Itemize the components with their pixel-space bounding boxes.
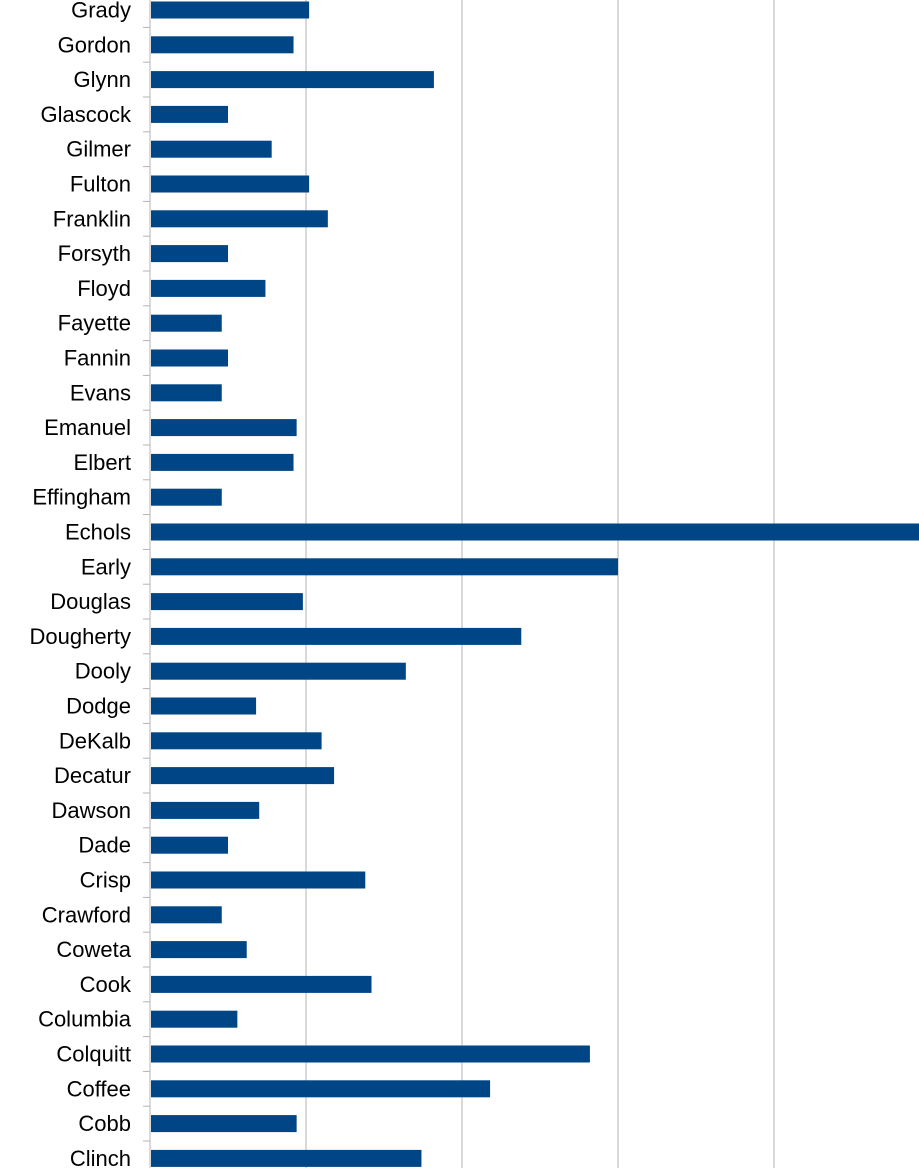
bar-elbert xyxy=(151,453,294,471)
bar-fannin xyxy=(151,349,228,367)
category-label-cobb: Cobb xyxy=(78,1111,131,1136)
category-label-elbert: Elbert xyxy=(74,450,131,475)
category-label-forsyth: Forsyth xyxy=(58,241,131,266)
bar-decatur xyxy=(151,767,335,785)
bar-crisp xyxy=(151,871,366,889)
category-labels: Grady Gordon Glynn Glascock Gilmer Fulton Fran… xyxy=(29,0,132,1168)
category-label-dodge: Dodge xyxy=(66,694,131,719)
category-label-franklin: Franklin xyxy=(53,206,131,231)
category-label-crawford: Crawford xyxy=(42,902,131,927)
category-label-douglas: Douglas xyxy=(50,589,131,614)
bar-forsyth xyxy=(151,245,228,263)
category-label-floyd: Floyd xyxy=(77,276,131,301)
category-label-echols: Echols xyxy=(65,520,131,545)
category-label-gordon: Gordon xyxy=(58,32,131,57)
category-label-glynn: Glynn xyxy=(74,67,131,92)
bar-dade xyxy=(151,836,228,854)
category-label-dekalb: DeKalb xyxy=(59,728,131,753)
category-label-effingham: Effingham xyxy=(32,485,131,510)
bar-franklin xyxy=(151,210,328,228)
bar-grady xyxy=(151,1,310,19)
category-label-fannin: Fannin xyxy=(64,346,131,371)
bar-early xyxy=(151,558,618,576)
bar-cook xyxy=(151,975,372,993)
bar-coffee xyxy=(151,1080,491,1098)
category-label-dooly: Dooly xyxy=(75,659,131,684)
category-label-fulton: Fulton xyxy=(70,172,131,197)
bar-gilmer xyxy=(151,140,272,158)
category-label-clinch: Clinch xyxy=(70,1146,131,1168)
gridlines xyxy=(305,0,775,1168)
category-label-coffee: Coffee xyxy=(67,1076,131,1101)
bar-fulton xyxy=(151,175,310,193)
bar-colquitt xyxy=(151,1045,590,1063)
bar-evans xyxy=(151,384,222,402)
category-label-emanuel: Emanuel xyxy=(44,415,131,440)
category-label-cook: Cook xyxy=(80,972,132,997)
category-label-evans: Evans xyxy=(70,380,131,405)
category-label-columbia: Columbia xyxy=(38,1007,132,1032)
category-label-crisp: Crisp xyxy=(80,868,131,893)
bar-crawford xyxy=(151,906,222,924)
category-label-colquitt: Colquitt xyxy=(56,1042,131,1067)
bar-floyd xyxy=(151,279,266,297)
category-label-fayette: Fayette xyxy=(58,311,131,336)
bar-dooly xyxy=(151,662,406,680)
bar-columbia xyxy=(151,1010,238,1028)
category-label-dougherty: Dougherty xyxy=(29,624,131,649)
bar-dougherty xyxy=(151,627,522,645)
bar-fayette xyxy=(151,314,222,332)
bar-gordon xyxy=(151,36,294,54)
bar-glynn xyxy=(151,71,434,89)
y-axis xyxy=(143,0,151,1168)
bar-dawson xyxy=(151,801,260,819)
category-label-glascock: Glascock xyxy=(41,102,132,127)
bar-clinch xyxy=(151,1149,422,1167)
bar-dodge xyxy=(151,697,257,715)
category-label-decatur: Decatur xyxy=(54,763,131,788)
bar-coweta xyxy=(151,941,247,959)
category-label-gilmer: Gilmer xyxy=(66,137,131,162)
bar-cobb xyxy=(151,1115,297,1133)
bar-emanuel xyxy=(151,419,297,437)
bars xyxy=(151,1,919,1167)
category-label-dawson: Dawson xyxy=(52,798,131,823)
bar-effingham xyxy=(151,488,222,506)
bar-dekalb xyxy=(151,732,322,750)
category-label-early: Early xyxy=(81,554,131,579)
bar-glascock xyxy=(151,105,228,123)
bar-echols xyxy=(151,523,919,541)
category-label-dade: Dade xyxy=(78,833,131,858)
category-label-grady: Grady xyxy=(71,0,131,23)
bar-douglas xyxy=(151,593,303,611)
category-label-coweta: Coweta xyxy=(56,937,131,962)
